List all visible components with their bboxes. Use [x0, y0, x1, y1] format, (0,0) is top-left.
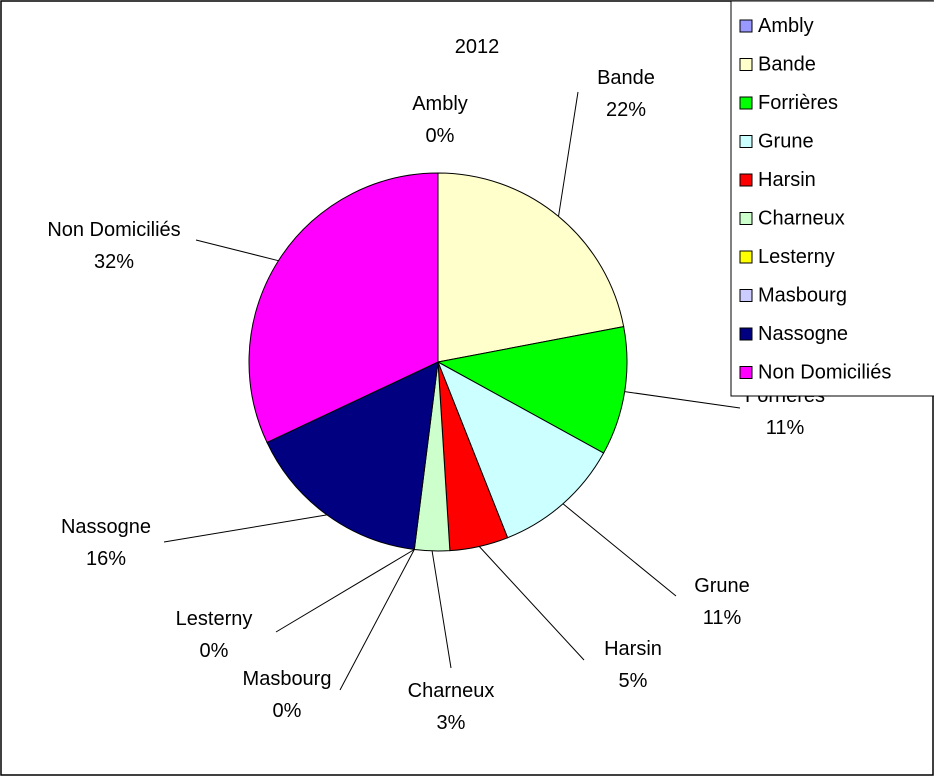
legend-swatch-harsin [739, 173, 753, 187]
slice-label-lesterny: Lesterny [176, 608, 253, 630]
leader-line-bande [558, 91, 579, 217]
slice-label-grune: Grune [694, 575, 750, 597]
legend-label-charneux: Charneux [758, 208, 845, 230]
legend-swatch-masbourg [739, 289, 753, 302]
legend-label-masbourg: Masbourg [758, 285, 847, 307]
leader-line-non-domicilies [195, 239, 279, 262]
chart-title: 2012 [455, 36, 500, 58]
slice-label-nassogne: Nassogne [61, 516, 151, 538]
legend-swatch-lesterny [739, 250, 753, 264]
slice-percent-harsin: 5% [619, 670, 648, 692]
leader-line-masbourg [339, 549, 415, 691]
slice-percent-nassogne: 16% [86, 548, 126, 570]
legend-label-non-domicilies: Non Domiciliés [758, 362, 891, 384]
legend-swatch-charneux [739, 212, 753, 225]
legend-swatch-nassogne [739, 327, 753, 341]
legend-swatch-non-domicilies [739, 366, 753, 379]
slice-percent-ambly: 0% [426, 125, 455, 147]
slice-forrieres [436, 325, 628, 454]
slice-label-harsin: Harsin [604, 638, 662, 660]
slice-nassogne [266, 361, 439, 551]
legend-swatch-ambly [739, 19, 753, 33]
leader-line-grune [562, 503, 677, 597]
slice-percent-masbourg: 0% [273, 700, 302, 722]
slice-non-domicilies [248, 172, 439, 444]
legend-label-forrieres: Forrières [758, 92, 838, 114]
leader-line-harsin [478, 546, 585, 661]
leader-lines [163, 91, 741, 691]
leader-line-forrieres [624, 391, 741, 409]
leader-line-charneux [431, 550, 452, 669]
leader-line-lesterny [275, 549, 415, 633]
slice-percent-lesterny: 0% [200, 640, 229, 662]
slice-label-charneux: Charneux [408, 680, 495, 702]
slice-grune [437, 360, 605, 539]
slice-label-masbourg: Masbourg [243, 668, 332, 690]
slice-labels: Ambly0%Bande22%Forrières11%Grune11%Harsi… [47, 67, 825, 734]
legend-label-ambly: Ambly [758, 15, 814, 37]
legend-label-grune: Grune [758, 131, 814, 153]
legend: Ambly Bande Forrières Grune Harsin Charneux Le… [730, 0, 934, 397]
slice-bande [437, 172, 625, 363]
legend-frame [730, 0, 934, 397]
slice-label-bande: Bande [597, 67, 655, 89]
legend-swatch-bande [739, 58, 753, 71]
slice-label-non-domicilies: Non Domiciliés [47, 219, 180, 241]
slice-percent-non-domicilies: 32% [94, 251, 134, 273]
legend-label-harsin: Harsin [758, 169, 816, 191]
slice-percent-bande: 22% [606, 99, 646, 121]
slice-label-ambly: Ambly [412, 93, 468, 115]
leader-line-nassogne [163, 514, 327, 543]
slice-percent-grune: 11% [703, 607, 742, 629]
legend-swatch-grune [739, 135, 753, 148]
slice-percent-forrieres: 11% [766, 417, 805, 439]
legend-label-nassogne: Nassogne [758, 323, 848, 345]
legend-swatch-forrieres [739, 96, 753, 110]
slice-percent-charneux: 3% [437, 712, 466, 734]
pie-slices [248, 172, 628, 552]
legend-label-bande: Bande [758, 54, 816, 76]
legend-label-lesterny: Lesterny [758, 246, 835, 268]
